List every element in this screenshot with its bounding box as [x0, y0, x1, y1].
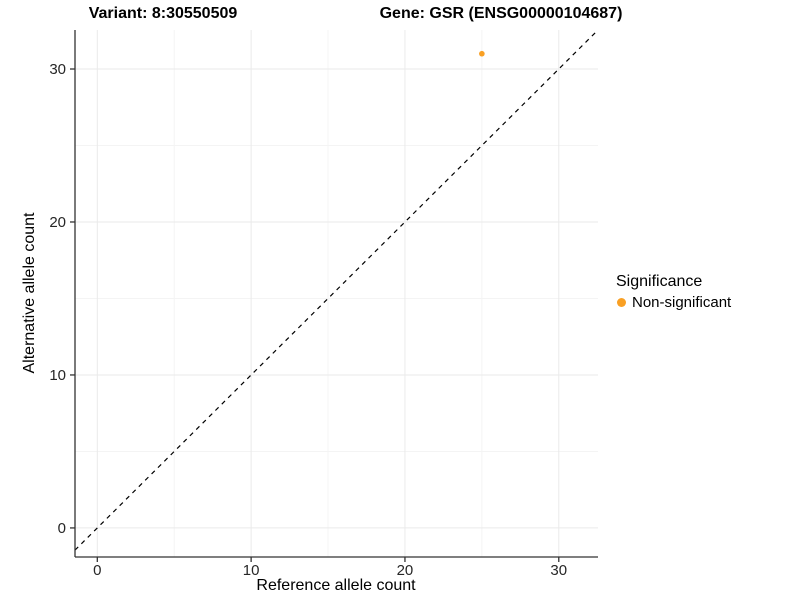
legend: Significance Non-significant — [616, 273, 731, 311]
y-axis-title: Alternative allele count — [21, 212, 38, 374]
identity-line — [74, 29, 599, 551]
x-tick-label: 10 — [243, 562, 260, 579]
gene-title: Gene: GSR (ENSG00000104687) — [379, 5, 623, 22]
legend-point-icon — [617, 298, 626, 307]
x-tick-label: 30 — [550, 562, 567, 579]
y-tick-label: 10 — [49, 367, 66, 384]
legend-item-label: Non-significant — [632, 294, 732, 311]
x-tick-label: 0 — [93, 562, 101, 579]
variant-title: Variant: 8:30550509 — [88, 5, 238, 22]
data-point — [479, 50, 485, 57]
y-tick-label: 20 — [49, 214, 66, 231]
legend-title: Significance — [616, 273, 703, 290]
x-axis-title: Reference allele count — [256, 577, 416, 594]
x-tick-label: 20 — [397, 562, 414, 579]
y-tick-label: 30 — [49, 61, 66, 78]
y-tick-label: 0 — [58, 520, 66, 537]
legend-item-non-significant: Non-significant — [616, 294, 731, 311]
